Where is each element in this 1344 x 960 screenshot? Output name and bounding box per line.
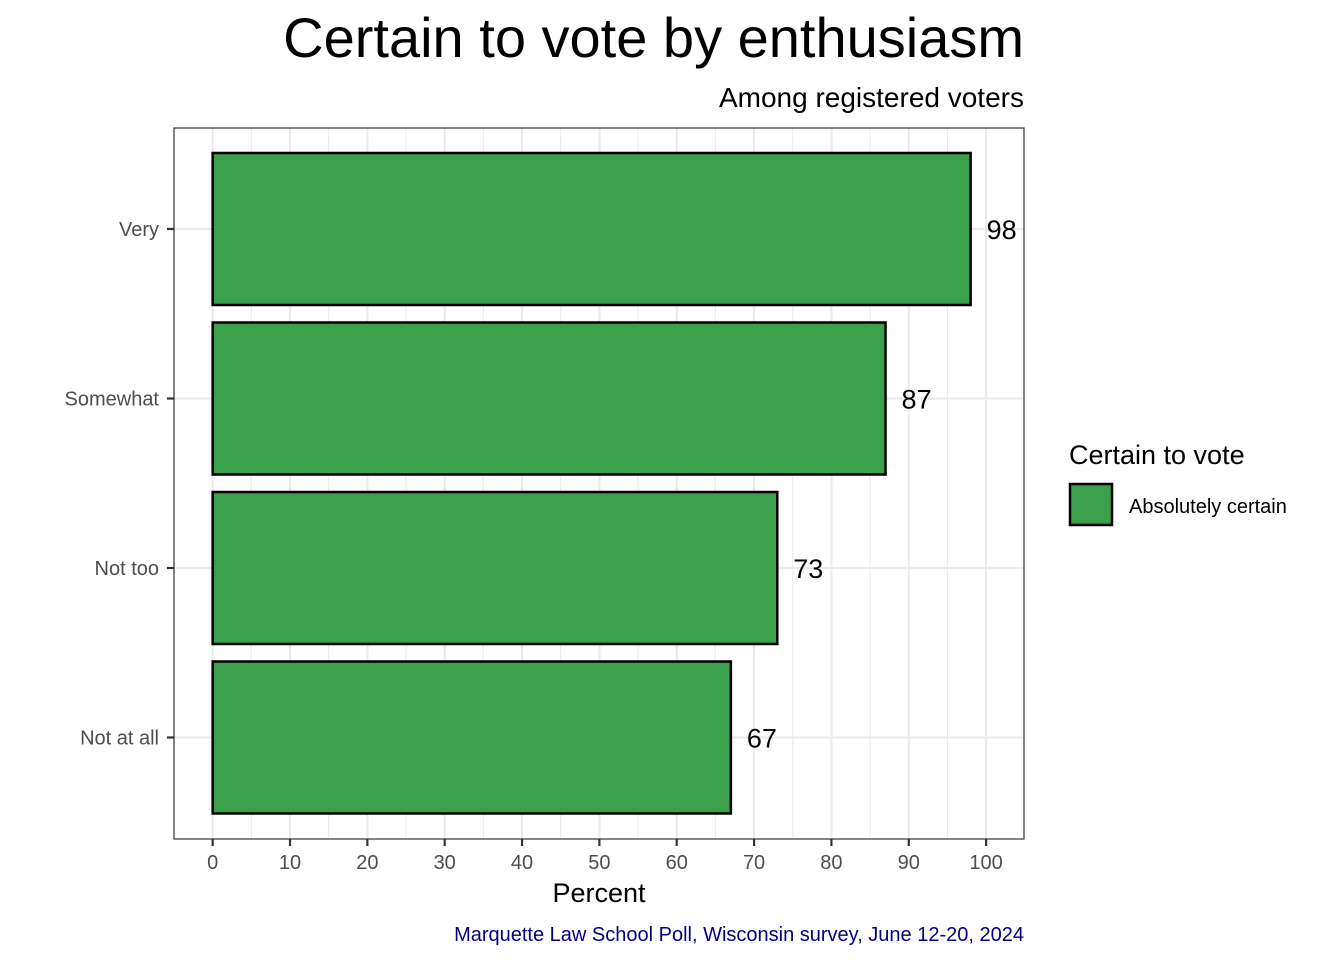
data-label-not-at-all: 67 <box>747 724 777 754</box>
y-axis: Very Somewhat Not too Not at all <box>65 219 174 750</box>
x-tick-label-10: 10 <box>279 852 301 874</box>
x-axis-title: Percent <box>552 878 646 908</box>
legend: Certain to vote Absolutely certain <box>1068 440 1287 527</box>
bar-not-at-all <box>211 660 733 815</box>
y-tick-label-very: Very <box>119 219 159 241</box>
bar-not-too <box>211 490 779 646</box>
x-axis: 0 10 20 30 40 50 60 70 80 90 100 <box>207 839 1003 874</box>
bar-very <box>211 151 972 307</box>
y-tick-label-not-too: Not too <box>95 558 159 580</box>
x-tick-label-70: 70 <box>743 852 765 874</box>
x-tick-label-50: 50 <box>588 852 610 874</box>
y-tick-label-not-at-all: Not at all <box>80 728 159 750</box>
legend-title: Certain to vote <box>1069 440 1245 470</box>
x-tick-label-30: 30 <box>434 852 456 874</box>
data-label-not-too: 73 <box>793 554 823 584</box>
legend-key-absolutely-certain <box>1068 482 1114 527</box>
legend-label-absolutely-certain: Absolutely certain <box>1129 496 1287 518</box>
data-label-very: 98 <box>987 215 1017 245</box>
bar-somewhat <box>211 321 887 476</box>
data-labels: 98 87 73 67 <box>747 215 1017 754</box>
bars <box>211 151 972 815</box>
x-tick-label-0: 0 <box>207 852 218 874</box>
x-tick-label-60: 60 <box>666 852 688 874</box>
x-tick-label-20: 20 <box>356 852 378 874</box>
data-label-somewhat: 87 <box>902 385 932 415</box>
chart-caption: Marquette Law School Poll, Wisconsin sur… <box>454 924 1024 946</box>
x-tick-label-40: 40 <box>511 852 533 874</box>
chart-subtitle: Among registered voters <box>719 82 1024 113</box>
x-tick-label-80: 80 <box>820 852 842 874</box>
chart-title: Certain to vote by enthusiasm <box>283 6 1024 69</box>
x-tick-label-90: 90 <box>898 852 920 874</box>
x-tick-label-100: 100 <box>969 852 1002 874</box>
y-tick-label-somewhat: Somewhat <box>65 389 160 411</box>
